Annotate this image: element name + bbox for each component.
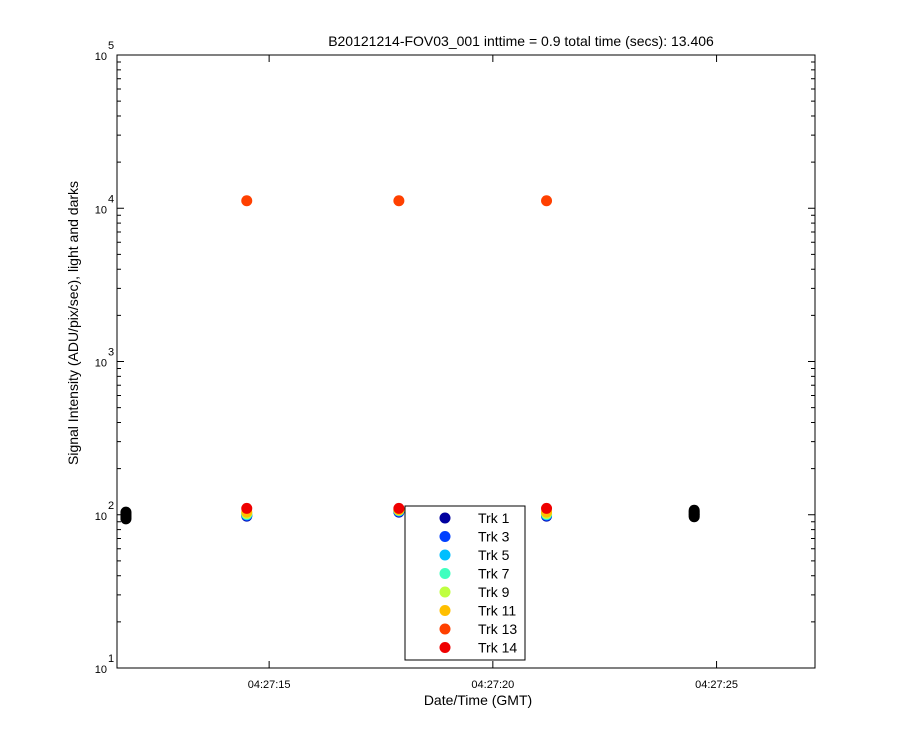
y-tick-exponent: 1 xyxy=(108,653,114,665)
point-trk-14 xyxy=(241,502,253,514)
legend-label: Trk 5 xyxy=(478,547,510,563)
legend-label: Trk 1 xyxy=(478,510,510,526)
y-tick-label: 10 xyxy=(95,511,107,523)
legend-label: Trk 14 xyxy=(478,640,517,656)
legend-label: Trk 9 xyxy=(478,584,510,600)
y-tick-label: 10 xyxy=(95,358,107,370)
legend-label: Trk 3 xyxy=(478,529,510,545)
y-tick-label: 10 xyxy=(95,51,107,63)
y-tick-exponent: 2 xyxy=(108,500,114,512)
y-tick-exponent: 4 xyxy=(108,193,114,205)
legend-box xyxy=(404,505,526,661)
point-trk-13 xyxy=(541,195,553,207)
dark-frame-point xyxy=(688,504,700,516)
legend-marker xyxy=(439,605,451,616)
legend-marker xyxy=(439,642,451,653)
x-axis-label: Date/Time (GMT) xyxy=(424,692,532,708)
point-trk-14 xyxy=(393,502,405,514)
x-tick-label: 04:27:25 xyxy=(695,679,738,691)
legend-marker xyxy=(439,623,451,635)
dark-frame-point xyxy=(120,506,132,518)
legend-marker xyxy=(439,512,451,524)
y-axis-label: Signal Intensity (ADU/pix/sec), light an… xyxy=(65,181,81,465)
point-trk-13 xyxy=(241,195,253,207)
legend-marker xyxy=(439,586,451,598)
chart-title: B20121214-FOV03_001 inttime = 0.9 total … xyxy=(328,33,714,49)
y-tick-label: 10 xyxy=(95,204,107,216)
legend-label: Trk 11 xyxy=(478,603,516,619)
x-tick-label: 04:27:20 xyxy=(471,679,514,691)
legend-marker xyxy=(439,549,451,561)
legend: Trk 1 Trk 3 Trk 5 Trk 7 Trk 9 Trk 11 Trk 13 Trk… xyxy=(404,505,526,661)
y-tick-label: 10 xyxy=(95,664,107,676)
point-trk-14 xyxy=(541,502,553,514)
y-tick-exponent: 5 xyxy=(108,40,114,52)
data-marks xyxy=(120,195,700,525)
legend-label: Trk 13 xyxy=(478,621,517,637)
legend-marker xyxy=(439,568,451,579)
point-trk-13 xyxy=(393,195,405,207)
y-tick-exponent: 3 xyxy=(108,347,114,359)
legend-label: Trk 7 xyxy=(478,566,510,582)
legend-marker xyxy=(439,531,451,542)
x-tick-label: 04:27:15 xyxy=(248,679,291,691)
